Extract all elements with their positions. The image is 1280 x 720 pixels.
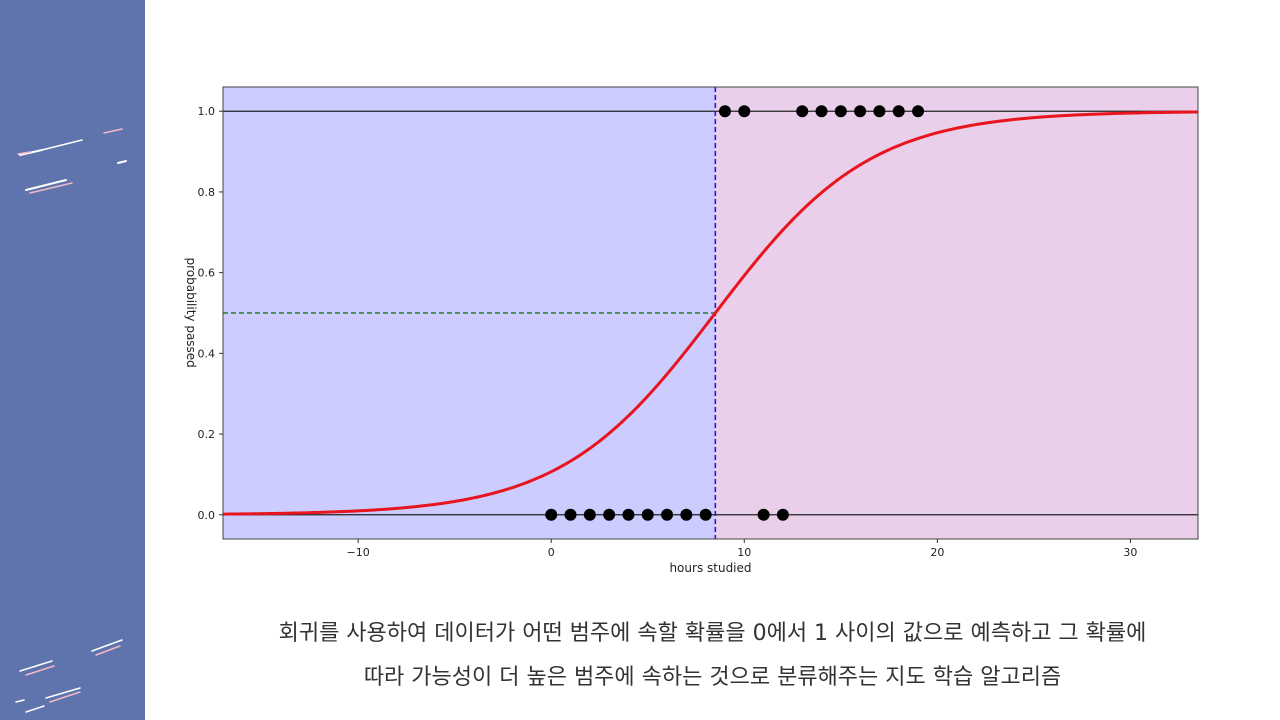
data-point-class-1 — [718, 105, 731, 118]
data-point-class-0 — [583, 508, 596, 521]
plot-frame — [222, 86, 1199, 540]
data-point-class-1 — [796, 105, 809, 118]
data-point-class-0 — [564, 508, 577, 521]
data-point-class-0 — [622, 508, 635, 521]
sidebar-decoration — [0, 0, 145, 720]
data-point-class-0 — [603, 508, 616, 521]
y-axis-ticks: 0.0 0.2 0.4 0.6 0.8 1.0 — [198, 105, 223, 522]
data-point-class-0 — [545, 508, 558, 521]
data-point-class-0 — [776, 508, 789, 521]
slide-caption: 회귀를 사용하여 데이터가 어떤 범주에 속할 확률을 0에서 1 사이의 값으… — [145, 612, 1280, 700]
y-tick-label: 0.8 — [198, 186, 216, 199]
logistic-regression-chart: −10 0 10 20 30 0.0 0.2 0.4 0.6 0.8 1.0 hours stud… — [170, 80, 1210, 580]
data-point-class-0 — [661, 508, 674, 521]
data-points — [545, 105, 925, 521]
x-tick-label: 20 — [930, 546, 944, 559]
y-tick-label: 0.0 — [198, 509, 216, 522]
data-point-class-1 — [815, 105, 828, 118]
x-tick-label: 30 — [1123, 546, 1137, 559]
x-tick-label: 0 — [548, 546, 555, 559]
data-point-class-1 — [892, 105, 905, 118]
caption-line-2: 따라 가능성이 더 높은 범주에 속하는 것으로 분류해주는 지도 학습 알고리… — [363, 665, 1062, 690]
data-point-class-1 — [912, 105, 925, 118]
data-point-class-0 — [680, 508, 693, 521]
data-point-class-0 — [641, 508, 654, 521]
x-tick-label: −10 — [347, 546, 370, 559]
data-point-class-1 — [834, 105, 847, 118]
sigmoid-curve — [222, 110, 1199, 516]
y-tick-label: 0.4 — [198, 347, 216, 360]
sidebar-graphic — [0, 0, 145, 720]
data-point-class-0 — [757, 508, 770, 521]
data-point-class-1 — [738, 105, 751, 118]
y-axis-title: probability passed — [184, 257, 198, 367]
y-tick-label: 0.2 — [198, 428, 216, 441]
x-axis-title: hours studied — [669, 561, 751, 575]
x-axis-ticks: −10 0 10 20 30 — [347, 539, 1137, 559]
data-point-class-1 — [854, 105, 867, 118]
chart-canvas: −10 0 10 20 30 0.0 0.2 0.4 0.6 0.8 1.0 hours stud… — [184, 86, 1199, 575]
data-point-class-0 — [699, 508, 712, 521]
sidebar-dashes — [15, 128, 127, 713]
data-point-class-1 — [873, 105, 886, 118]
caption-line-1: 회귀를 사용하여 데이터가 어떤 범주에 속할 확률을 0에서 1 사이의 값으… — [278, 621, 1147, 646]
y-tick-label: 0.6 — [198, 267, 216, 280]
region-above-boundary — [715, 87, 1198, 539]
x-tick-label: 10 — [737, 546, 751, 559]
sidebar-background — [0, 0, 145, 720]
y-tick-label: 1.0 — [198, 105, 216, 118]
